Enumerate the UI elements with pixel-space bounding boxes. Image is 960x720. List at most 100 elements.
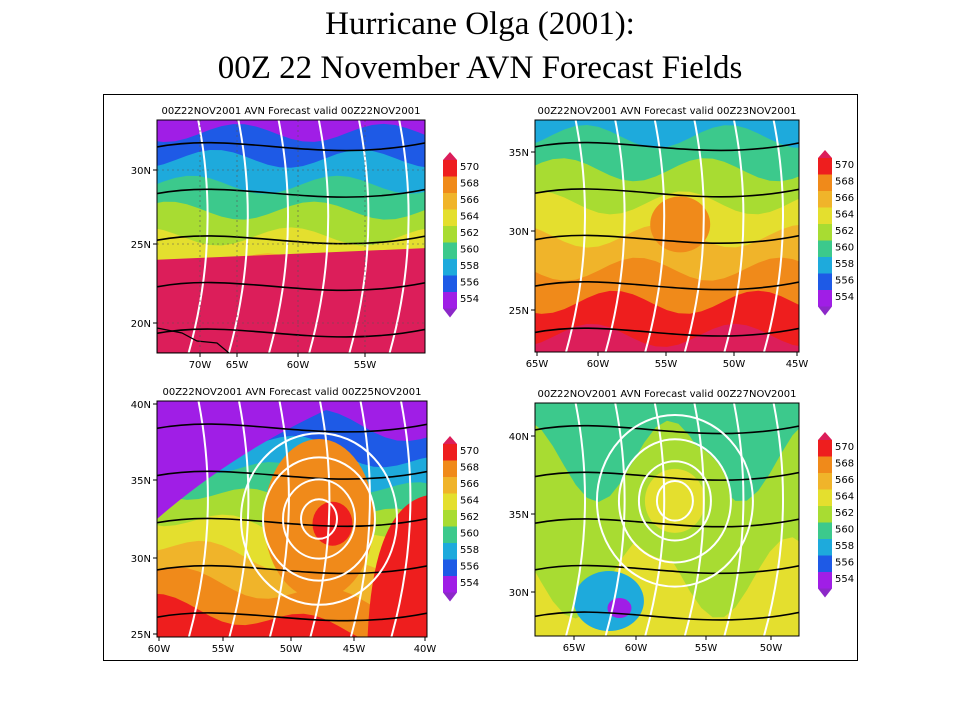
shaded-low-center [650,196,711,253]
colorbar-swatch-556 [443,275,457,292]
forecast-panel-2: 00Z22NOV2001 AVN Forecast valid 00Z23NOV… [509,106,854,370]
forecast-panel-3: 00Z22NOV2001 AVN Forecast valid 00Z25NOV… [131,387,479,655]
shaded-warm-center [312,501,353,546]
shaded-subtropical [157,248,425,353]
colorbar-label: 554 [835,574,854,585]
closed-low-contour [262,456,376,582]
x-tick-label: 60W [287,360,310,371]
x-tick-label: 55W [655,359,678,370]
colorbar-swatch-564 [818,207,832,224]
colorbar-bottom-arrow [818,306,832,316]
colorbar-swatch-558 [818,539,832,556]
thickness-contour [309,401,331,637]
colorbar-label: 568 [835,176,854,187]
colorbar-top-arrow [818,150,832,158]
colorbar-label: 568 [460,462,479,473]
x-tick-label: 50W [760,643,783,654]
colorbar-swatch-562 [443,510,457,527]
colorbar-label: 562 [835,508,854,519]
colorbar-swatch-570 [443,444,457,461]
colorbar-label: 570 [460,162,479,173]
shaded-band-568 [157,567,427,637]
x-tick-label: 70W [189,360,212,371]
colorbar-label: 560 [460,528,479,539]
thickness-contour [388,120,410,353]
colorbar-swatch-566 [443,477,457,494]
colorbar-bottom-arrow [443,308,457,318]
colorbar-top-arrow [443,436,457,444]
thickness-contour [604,403,626,636]
thickness-contour [683,120,705,352]
colorbar-label: 556 [460,561,479,572]
y-tick-label: 30N [131,554,151,565]
height-contour [157,612,427,622]
shaded-warm-tongue [367,495,427,637]
shaded-core [644,468,705,533]
y-tick-label: 20N [131,319,151,330]
colorbar-bottom-arrow [443,592,457,602]
height-contour [157,328,425,338]
colorbar-swatch-560 [443,526,457,543]
colorbar-bottom-arrow [818,588,832,598]
closed-low-contour [617,438,732,564]
y-tick-label: 25N [131,240,151,251]
height-contour [157,517,427,528]
colorbar-swatch-560 [818,522,832,539]
panel-border [156,400,428,638]
panel-border [534,119,800,353]
colorbar-swatch-564 [818,489,832,506]
y-tick-label: 35N [131,476,151,487]
colorbar-label: 558 [460,261,479,272]
slide-title-line1: Hurricane Olga (2001): [325,6,635,42]
thickness-contour [308,120,330,353]
shaded-band-572_plus [535,323,799,352]
colorbar-swatch-560 [443,242,457,259]
colorbar-label: 568 [835,458,854,469]
colorbar-swatch-562 [818,224,832,241]
y-tick-label: 30N [509,588,529,599]
colorbar-top-arrow [443,152,457,160]
colorbar-swatch-566 [443,193,457,210]
colorbar-label: 556 [835,275,854,286]
colorbar-label: 564 [835,491,854,502]
thickness-contour [267,120,289,353]
colorbar-label: 562 [460,512,479,523]
x-tick-label: 55W [695,643,718,654]
colorbar-swatch-566 [818,473,832,490]
colorbar-label: 554 [835,292,854,303]
colorbar-label: 560 [835,524,854,535]
colorbar-label: 570 [835,160,854,171]
forecast-panel-4: 00Z22NOV2001 AVN Forecast valid 00Z27NOV… [509,389,854,654]
thickness-contour [644,120,666,352]
height-contour [535,327,799,337]
thickness-contour [348,120,370,353]
y-tick-label: 25N [131,630,151,641]
x-tick-label: 45W [343,644,366,655]
panel-border [156,119,426,354]
colorbar: 570 568 566 564 562 560 558 556 554 [443,436,479,602]
thickness-contour [228,401,250,637]
thickness-contour [268,401,290,637]
colorbar-swatch-564 [443,209,457,226]
panel-title: 00Z22NOV2001 AVN Forecast valid 00Z27NOV… [537,389,796,400]
colorbar-label: 562 [835,226,854,237]
slide-title-line2: 00Z 22 November AVN Forecast Fields [217,50,743,86]
x-tick-label: 40W [414,644,437,655]
colorbar-swatch-562 [443,226,457,243]
panel-plot-area [157,401,427,637]
closed-low-contour [240,432,398,606]
colorbar-label: 564 [835,209,854,220]
x-tick-label: 55W [212,644,235,655]
y-tick-label: 35N [509,148,529,159]
height-contour [535,564,799,575]
colorbar-label: 560 [460,244,479,255]
colorbar-label: 554 [460,578,479,589]
panel-title: 00Z22NOV2001 AVN Forecast valid 00Z25NOV… [162,387,421,398]
colorbar-swatch-568 [818,456,832,473]
colorbar-label: 558 [835,259,854,270]
thickness-contour [723,403,745,636]
x-tick-label: 60W [625,643,648,654]
colorbar-swatch-554 [818,572,832,589]
figure-frame [103,94,858,661]
thickness-contour [604,120,626,352]
